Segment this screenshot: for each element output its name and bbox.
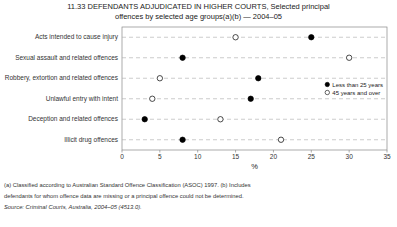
x-axis-label: % — [251, 162, 258, 171]
dot — [150, 96, 155, 101]
legend-marker — [325, 82, 329, 86]
x-tick-label: 20 — [270, 153, 278, 160]
x-tick-label: 5 — [158, 153, 162, 160]
grid-line — [122, 37, 387, 38]
x-tick-label: 15 — [232, 153, 240, 160]
category-label: Sexual assault and related offences — [15, 54, 119, 61]
grid-line — [122, 139, 387, 140]
category-label: Robbery, extortion and related offences — [5, 74, 119, 82]
x-tick-label: 35 — [383, 153, 391, 160]
legend-label: 45 years and over — [332, 90, 380, 96]
grid-line — [122, 98, 387, 99]
grid-line — [122, 119, 387, 120]
dot — [256, 76, 261, 81]
x-tick-label: 0 — [120, 153, 124, 160]
legend: Less than 25 years 45 years and over — [325, 82, 383, 96]
subtitle: offences by selected age groups(a)(b) — … — [115, 12, 282, 21]
category-label: Acts intended to cause injury — [35, 33, 119, 41]
dot — [218, 117, 223, 122]
x-tick-label: 30 — [346, 153, 354, 160]
title: 11.33 DEFENDANTS ADJUDICATED IN HIGHER C… — [67, 2, 330, 11]
dot — [309, 35, 314, 40]
dot — [180, 137, 185, 142]
x-tick-label: 25 — [308, 153, 316, 160]
legend-marker — [325, 90, 329, 94]
category-label: Illicit drug offences — [64, 136, 118, 144]
dot — [278, 137, 283, 142]
x-tick-label: 10 — [194, 153, 202, 160]
legend-label: Less than 25 years — [332, 82, 383, 88]
footnote: defendants for whom offence data are mis… — [4, 193, 244, 199]
dot — [180, 55, 185, 60]
dot — [233, 35, 238, 40]
dot — [346, 55, 351, 60]
category-label: Unlawful entry with intent — [46, 95, 118, 103]
category-label: Deception and related offences — [28, 115, 119, 123]
dot — [157, 76, 162, 81]
plot-area — [122, 35, 387, 143]
dot — [142, 117, 147, 122]
plot-frame — [122, 27, 387, 150]
dot — [248, 96, 253, 101]
footnote: (a) Classified according to Australian S… — [4, 182, 251, 188]
footnote: Source: Criminal Courts, Australia, 2004… — [4, 204, 142, 210]
